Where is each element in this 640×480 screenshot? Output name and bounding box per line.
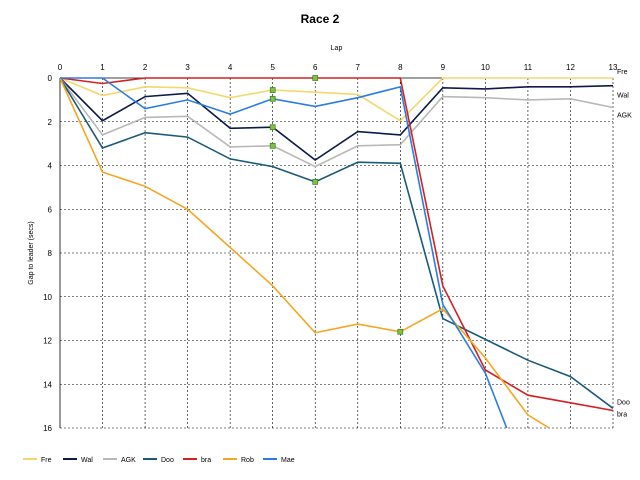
legend-label: Doo [161,457,174,464]
series-line-bra [60,77,614,412]
y-tick-label: 2 [48,118,53,127]
series-line-doo [60,77,614,409]
x-tick-label: 6 [313,63,318,72]
x-tick-label: 1 [100,63,105,72]
grid [60,78,614,429]
legend-label: Fre [41,457,52,464]
x-tick-label: 3 [185,63,190,72]
series-line-mae [60,77,508,428]
y-tick-label: 16 [43,424,52,433]
data-marker [269,124,276,131]
x-tick-label: 9 [441,63,446,72]
x-tick-label: 8 [398,63,403,72]
x-tick-label: 2 [143,63,148,72]
legend-label: Wal [81,457,93,464]
series-line-fre [60,77,613,122]
data-marker [312,75,319,81]
y-tick-label: 0 [48,74,53,83]
x-tick-label: 7 [356,63,361,72]
legend: Fre Wal AGK Doo bra Rob Mae [23,457,295,464]
series-layer [60,77,614,428]
y-tick-label: 10 [43,293,52,302]
legend-label: Mae [281,457,295,464]
series-line-agk [60,77,614,168]
y-tick-label: 8 [48,249,53,258]
marker-layer [269,75,404,335]
x-axis-label: Lap [331,45,343,52]
y-tick-label: 14 [43,380,52,389]
series-end-label: Doo [617,399,630,406]
chart-title: Race 2 [300,12,340,26]
series-end-label: bra [617,412,627,419]
legend-label: Rob [241,457,254,464]
x-tick-label: 5 [270,63,275,72]
end-labels: Fre Wal AGK Doo bra [617,69,632,419]
x-tick-label: 13 [609,63,618,72]
x-tick-label: 10 [481,63,490,72]
x-tick-label: 0 [58,63,63,72]
x-tick-label: 4 [228,63,233,72]
x-tick-label: 12 [566,63,575,72]
y-tick-label: 6 [48,205,53,214]
y-tick-label: 4 [48,162,53,171]
data-marker [312,179,319,185]
data-marker [269,142,276,149]
data-marker [397,328,404,335]
series-line-rob [60,77,550,428]
series-end-label: Wal [617,93,629,100]
x-tick-label: 11 [524,63,533,72]
data-marker [269,87,276,93]
series-line-wal [60,77,614,161]
y-axis-label: Gap to leader (secs) [28,221,35,284]
series-end-label: AGK [617,113,632,120]
legend-label: bra [201,457,211,464]
legend-label: AGK [121,457,136,464]
data-marker [269,95,276,102]
series-end-label: Fre [617,69,628,76]
y-tick-label: 12 [43,337,52,346]
